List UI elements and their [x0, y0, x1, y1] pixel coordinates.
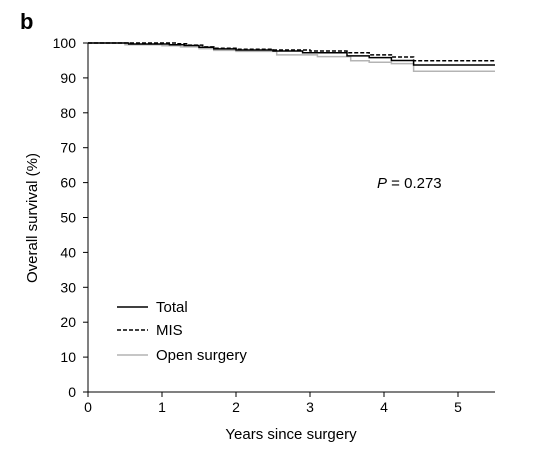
series-line-open-surgery [88, 42, 495, 73]
y-tick-label: 60 [60, 175, 76, 191]
y-tick-label: 50 [60, 210, 76, 226]
x-axis-title: Years since surgery [225, 426, 357, 443]
x-tick-label: 5 [454, 399, 462, 415]
legend-label: Total [156, 299, 188, 316]
x-tick-label: 1 [158, 399, 166, 415]
y-tick-label: 0 [68, 384, 76, 400]
legend-label: MIS [156, 322, 183, 339]
series-layer [88, 42, 495, 73]
legend-label: Open surgery [156, 347, 247, 364]
y-tick-label: 20 [60, 314, 76, 330]
y-tick-label: 70 [60, 140, 76, 156]
p-symbol: P [377, 175, 387, 192]
series-line-mis [88, 42, 495, 62]
y-tick-label: 30 [60, 279, 76, 295]
y-tick-label: 90 [60, 70, 76, 86]
x-tick-label: 3 [306, 399, 314, 415]
axes: 0 10 20 30 40 50 60 70 80 90 100 0 1 2 3 4 5 [53, 35, 495, 415]
x-tick-label: 4 [380, 399, 388, 415]
p-value: = 0.273 [387, 175, 442, 192]
x-tick-label: 0 [84, 399, 92, 415]
y-tick-label: 10 [60, 349, 76, 365]
y-tick-label: 40 [60, 244, 76, 260]
y-axis-title: Overall survival (%) [24, 153, 41, 283]
x-tick-label: 2 [232, 399, 240, 415]
series-line-total [88, 42, 495, 66]
p-value-annotation: P = 0.273 [377, 175, 442, 192]
legend: Total MIS Open surgery [117, 299, 247, 364]
panel-label: b [20, 9, 33, 34]
y-tick-label: 80 [60, 105, 76, 121]
y-tick-label: 100 [53, 35, 77, 51]
